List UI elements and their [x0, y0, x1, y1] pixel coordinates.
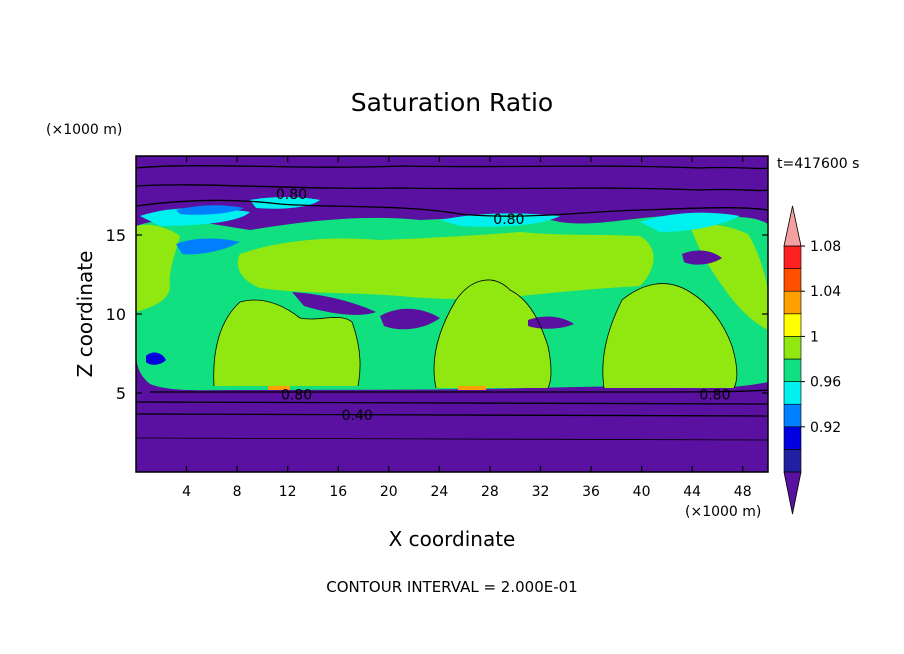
contour-label: 0.80	[281, 388, 312, 404]
x-tick-label: 8	[233, 484, 242, 500]
colorbar-bin	[783, 403, 802, 428]
field-purple-intrusion-2	[380, 308, 440, 330]
x-tick-label: 4	[182, 484, 191, 500]
colorbar-bin	[783, 268, 802, 292]
x-tick-label: 48	[734, 484, 752, 500]
colorbar-bin	[783, 245, 802, 269]
contour-line-lower-3	[136, 413, 768, 417]
y-tick-label: 10	[106, 305, 126, 324]
colorbar-bin	[783, 290, 802, 315]
contour-line-upper-2	[136, 184, 768, 192]
field-orange-spot-1	[268, 386, 290, 390]
colorbar-label: 0.92	[810, 420, 841, 436]
field-blue-spot-1	[146, 352, 166, 365]
x-tick-label: 24	[430, 484, 448, 500]
colorbar-label: 0.96	[810, 375, 841, 391]
field-blue-filament-2	[176, 238, 240, 255]
contour-label: 0.80	[493, 212, 524, 228]
contour-line-upper-1	[136, 165, 768, 170]
x-axis-ticks: 4 8 12 16 20 24 28 32 36 40 44 48	[182, 156, 752, 500]
field-purple-intrusion-3	[528, 316, 574, 329]
x-tick-label: 40	[633, 484, 651, 500]
colorbar-bin	[783, 358, 802, 382]
plot-area: 0.80 0.80 0.80 0.40 0.80	[136, 156, 768, 472]
contour-line-lower-1	[150, 389, 768, 393]
field-green-far-right	[690, 224, 768, 330]
colorbar-bin	[783, 313, 802, 337]
field-green-right	[602, 283, 737, 388]
y-axis-label: Z coordinate	[73, 251, 97, 378]
contour-labels: 0.80 0.80 0.80 0.40 0.80	[276, 187, 731, 424]
x-tick-label: 20	[380, 484, 398, 500]
field-green-center-left	[213, 299, 360, 386]
colorbar-label: 1	[810, 329, 819, 345]
contour-line-interior-3	[602, 283, 738, 389]
colorbar-label: 1.04	[810, 284, 841, 300]
contour-label: 0.80	[699, 388, 730, 404]
colorbar-over-arrow	[783, 205, 802, 247]
x-tick-label: 12	[279, 484, 297, 500]
y-axis-ticks: 5 10 15	[106, 226, 768, 403]
colorbar-under-arrow	[783, 471, 802, 515]
x-tick-label: 36	[582, 484, 600, 500]
x-unit-label: (×1000 m)	[685, 504, 761, 520]
x-tick-label: 28	[481, 484, 499, 500]
field-green-upper	[237, 232, 654, 299]
y-unit-label: (×1000 m)	[46, 122, 122, 138]
time-label: t=417600 s	[777, 156, 859, 172]
contour-lines	[136, 165, 768, 441]
field-cyan-filament-4	[640, 212, 740, 232]
contour-line-upper-3	[136, 199, 768, 217]
colorbar-bin	[783, 426, 802, 450]
colorbar: 0.92 0.96 1 1.04 1.08	[783, 205, 841, 515]
contour-line-lower-2	[136, 401, 768, 405]
field-blue-filament-1	[176, 205, 244, 215]
contour-label: 0.80	[276, 187, 307, 203]
x-tick-label: 44	[683, 484, 701, 500]
x-axis-label: X coordinate	[389, 527, 516, 551]
contour-line-interior-2	[433, 279, 552, 389]
colorbar-bin	[783, 336, 802, 360]
field-purple-intrusion-1	[292, 292, 376, 315]
field-cyan-filament-3	[440, 213, 560, 227]
field-purple-intrusion-4	[682, 250, 722, 265]
x-tick-label: 32	[532, 484, 550, 500]
contour-label: 0.40	[342, 408, 373, 424]
colorbar-bin	[783, 449, 802, 473]
field-green-left	[136, 224, 180, 312]
y-tick-label: 15	[106, 226, 126, 245]
x-tick-label: 16	[329, 484, 347, 500]
colorbar-bin	[783, 381, 802, 405]
field-green-center	[434, 279, 551, 388]
contour-line-interior-1	[213, 299, 361, 387]
colorbar-label: 1.08	[810, 239, 841, 255]
field-orange-spot-2	[458, 386, 486, 390]
y-tick-label: 5	[116, 384, 126, 403]
chart-title: Saturation Ratio	[351, 88, 553, 117]
contour-interval-footer: CONTOUR INTERVAL = 2.000E-01	[326, 578, 577, 596]
